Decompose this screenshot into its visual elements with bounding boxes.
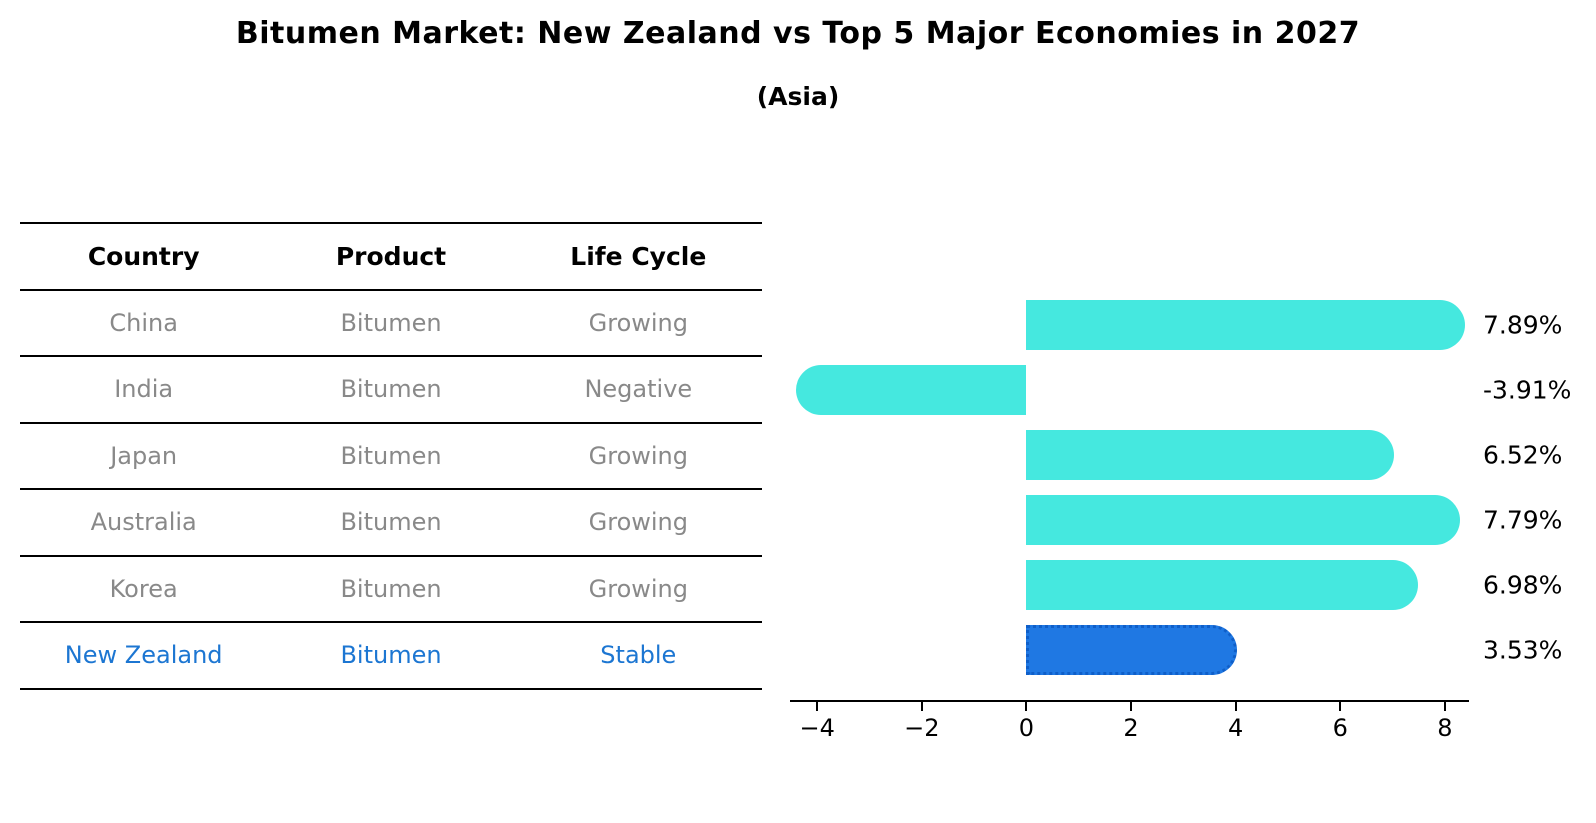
x-tick-4 <box>1234 702 1237 711</box>
bar-chart: 7.89% -3.91% 6.52% 7.79% 6.98% 3.53% −4 −2 0 2 4 6 8 <box>790 300 1571 750</box>
cell-life-cycle: Growing <box>588 441 688 470</box>
table-row-australia: Australia Bitumen Growing <box>20 490 762 557</box>
cell-product: Bitumen <box>340 375 442 404</box>
cell-product: Bitumen <box>340 641 442 670</box>
x-tick-label-6: 6 <box>1332 714 1348 742</box>
x-tick-label-4: 4 <box>1228 714 1244 742</box>
bar-korea <box>1026 560 1418 610</box>
bar-india <box>795 365 1027 415</box>
x-tick-6 <box>1339 702 1342 711</box>
cell-country: India <box>114 375 174 404</box>
x-tick-label-0: 0 <box>1018 714 1035 742</box>
x-tick-label-2: 2 <box>1123 714 1139 742</box>
cell-life-cycle: Stable <box>600 641 677 670</box>
cell-product: Bitumen <box>340 574 442 603</box>
country-table: Country Product Life Cycle China Bitumen G… <box>20 222 762 690</box>
bar-value-label-china: 7.89% <box>1483 310 1563 340</box>
x-tick-2 <box>1130 702 1133 711</box>
cell-product: Bitumen <box>340 508 442 537</box>
cell-country: Australia <box>90 508 197 537</box>
x-tick--4 <box>816 702 819 711</box>
bar-value-label-korea: 6.98% <box>1483 570 1563 600</box>
cell-country: Korea <box>109 574 178 603</box>
table-row-japan: Japan Bitumen Growing <box>20 424 762 490</box>
table-row-new-zealand: New Zealand Bitumen Stable <box>20 623 762 690</box>
x-tick-label--2: −2 <box>904 714 940 742</box>
table-row-china: China Bitumen Growing <box>20 291 762 357</box>
table-body: China Bitumen Growing India Bitumen Negative J… <box>20 291 762 690</box>
cell-country: China <box>109 308 178 337</box>
table-header-lifecycle: Life Cycle <box>570 241 707 271</box>
cell-life-cycle: Growing <box>588 574 688 603</box>
bar-japan <box>1026 430 1394 480</box>
bar-value-label-new-zealand: 3.53% <box>1483 635 1563 665</box>
x-tick-8 <box>1443 702 1446 711</box>
table-header-row: Country Product Life Cycle <box>20 224 762 291</box>
cell-life-cycle: Negative <box>584 375 693 404</box>
cell-product: Bitumen <box>340 441 442 470</box>
x-tick-0 <box>1025 702 1028 711</box>
page-subtitle: (Asia) <box>756 82 840 111</box>
bar-value-label-australia: 7.79% <box>1483 505 1563 535</box>
table-row-korea: Korea Bitumen Growing <box>20 557 762 623</box>
cell-life-cycle: Growing <box>588 308 688 337</box>
page-title: Bitumen Market: New Zealand vs Top 5 Maj… <box>235 16 1361 51</box>
bar-value-label-japan: 6.52% <box>1483 440 1563 470</box>
x-axis-line <box>790 700 1469 702</box>
table-row-india: India Bitumen Negative <box>20 357 762 424</box>
bar-china <box>1026 300 1466 350</box>
cell-country: New Zealand <box>64 641 223 670</box>
bar-australia <box>1026 495 1460 545</box>
cell-product: Bitumen <box>340 308 442 337</box>
table-header-country: Country <box>87 241 200 271</box>
x-tick-label-8: 8 <box>1437 714 1453 742</box>
x-tick--2 <box>920 702 923 711</box>
bar-new-zealand <box>1026 625 1238 675</box>
cell-country: Japan <box>110 441 178 470</box>
bar-value-label-india: -3.91% <box>1483 375 1572 405</box>
cell-life-cycle: Growing <box>588 508 688 537</box>
table-header-product: Product <box>335 241 447 271</box>
x-tick-label--4: −4 <box>799 714 835 742</box>
